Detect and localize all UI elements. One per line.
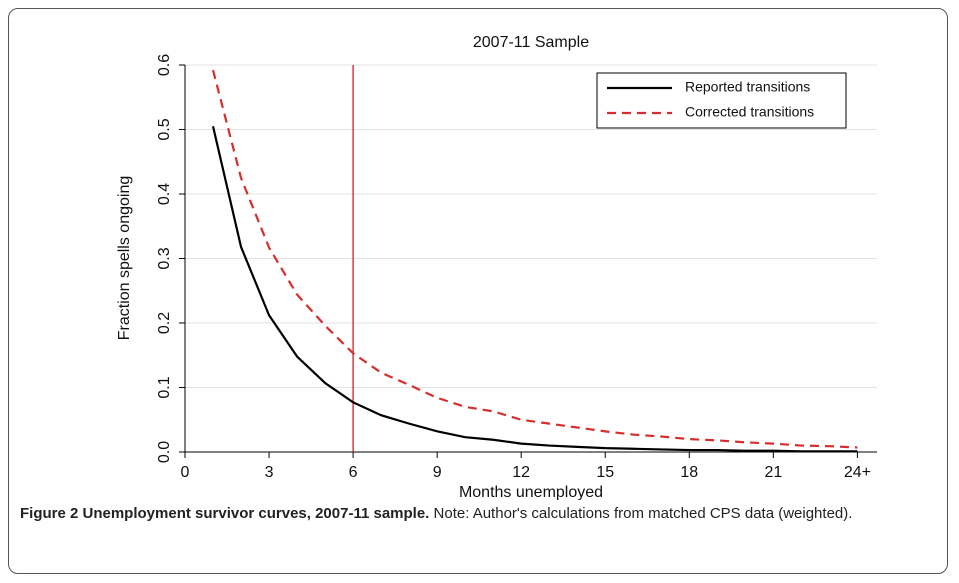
- chart: 2007-11 Sample Months unemployed Fractio…: [116, 34, 877, 500]
- x-tick-label: 9: [433, 464, 442, 481]
- legend-label: Reported transitions: [685, 79, 810, 95]
- y-tick-label: 0.4: [156, 183, 173, 205]
- x-tick-label: 6: [349, 464, 358, 481]
- y-tick-label: 0.6: [156, 54, 173, 76]
- caption: Figure 2 Unemployment survivor curves, 2…: [20, 502, 930, 526]
- y-axis-label: Fraction spells ongoing: [116, 176, 133, 341]
- series-line: [211, 126, 858, 453]
- chart-title: 2007-11 Sample: [473, 34, 589, 51]
- caption-text: Note: Author's calculations from matched…: [433, 505, 853, 522]
- x-tick-label: 12: [512, 464, 530, 481]
- caption-label: Figure 2 Unemployment survivor curves, 2…: [20, 505, 430, 522]
- y-tick-label: 0.2: [156, 312, 173, 334]
- figure-frame: [8, 8, 948, 574]
- x-tick-label: 18: [680, 464, 698, 481]
- y-tick-label: 0.5: [156, 118, 173, 140]
- x-tick-label: 24+: [844, 464, 871, 481]
- x-tick-label: 15: [596, 464, 614, 481]
- series-line: [211, 69, 858, 449]
- x-tick-label: 0: [181, 464, 190, 481]
- y-tick-label: 0.3: [156, 247, 173, 269]
- legend-label: Corrected transitions: [685, 104, 814, 120]
- x-axis-label: Months unemployed: [459, 484, 603, 500]
- legend-box: [596, 72, 847, 129]
- y-tick-label: 0.0: [156, 441, 173, 463]
- x-tick-label: 3: [265, 464, 274, 481]
- y-tick-label: 0.1: [156, 376, 173, 398]
- x-tick-label: 21: [764, 464, 782, 481]
